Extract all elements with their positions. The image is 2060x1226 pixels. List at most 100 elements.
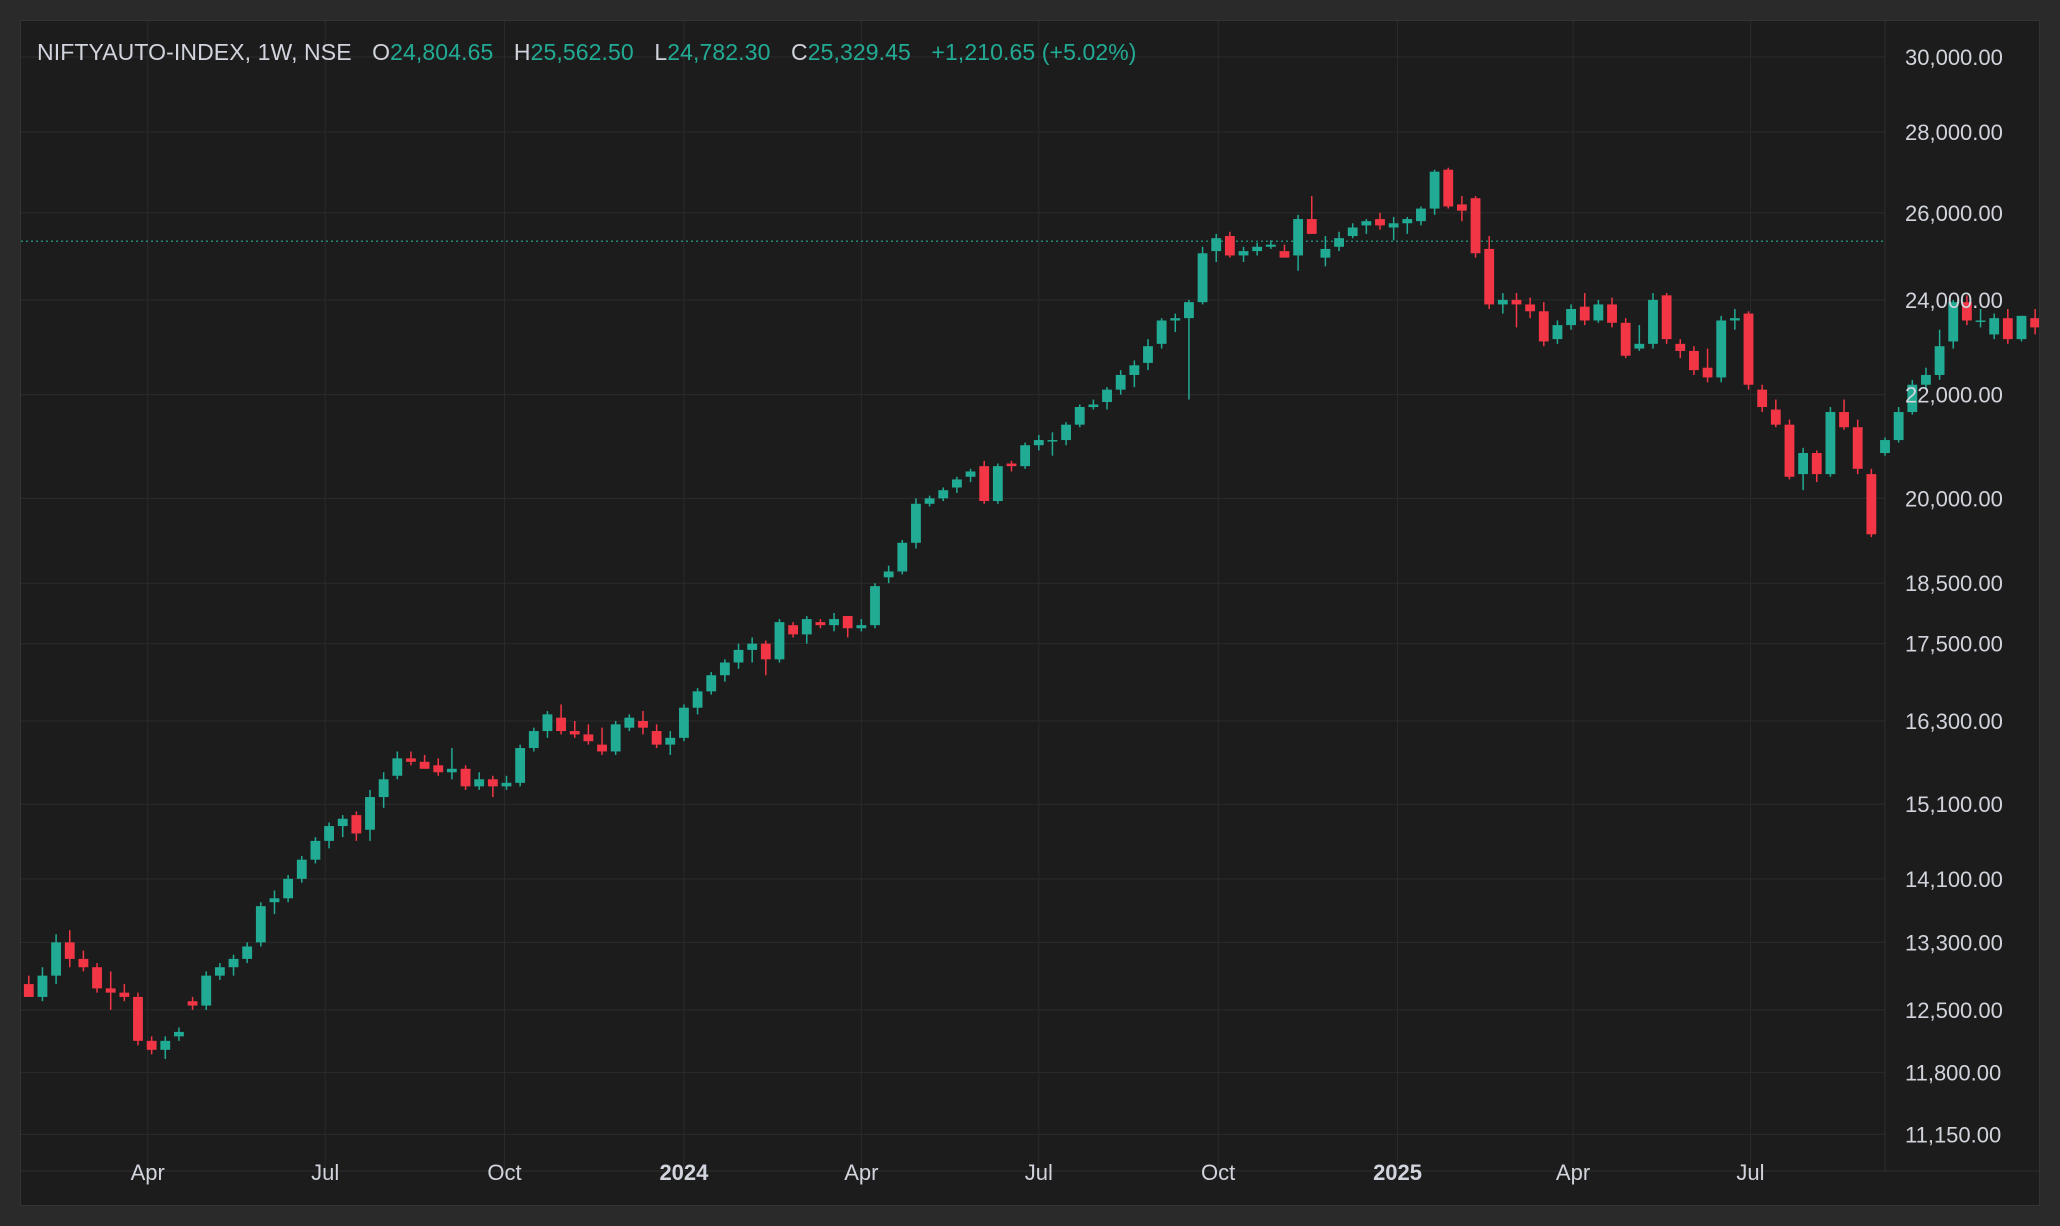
- candle[interactable]: [501, 775, 512, 790]
- candle[interactable]: [269, 890, 280, 915]
- candle[interactable]: [583, 724, 594, 745]
- candle[interactable]: [1047, 432, 1058, 456]
- candle[interactable]: [201, 971, 212, 1010]
- candle[interactable]: [1566, 304, 1576, 330]
- candle[interactable]: [1893, 407, 1904, 443]
- candle[interactable]: [679, 704, 689, 742]
- candle[interactable]: [1320, 236, 1331, 267]
- candle[interactable]: [174, 1027, 184, 1041]
- candle[interactable]: [1074, 404, 1085, 428]
- candle[interactable]: [1921, 367, 1931, 390]
- candle[interactable]: [1961, 295, 1972, 326]
- candle[interactable]: [1061, 422, 1072, 446]
- candle[interactable]: [78, 950, 89, 972]
- candle[interactable]: [1375, 212, 1385, 230]
- candle[interactable]: [1306, 196, 1317, 234]
- candle[interactable]: [760, 640, 771, 676]
- candle[interactable]: [255, 902, 266, 947]
- candle[interactable]: [460, 765, 471, 790]
- candle[interactable]: [324, 822, 334, 849]
- candle[interactable]: [1989, 313, 2000, 340]
- candle[interactable]: [1088, 399, 1099, 410]
- candle[interactable]: [1443, 167, 1454, 209]
- candle[interactable]: [214, 963, 225, 980]
- candle[interactable]: [951, 476, 962, 493]
- candle[interactable]: [1102, 387, 1112, 410]
- candle[interactable]: [1170, 313, 1181, 333]
- candle[interactable]: [242, 942, 253, 964]
- candle[interactable]: [1661, 293, 1672, 344]
- candles[interactable]: [23, 167, 2039, 1059]
- candle[interactable]: [1934, 329, 1945, 380]
- candle[interactable]: [610, 720, 621, 755]
- candle[interactable]: [842, 616, 853, 638]
- candle[interactable]: [829, 613, 839, 632]
- candle[interactable]: [1880, 437, 1890, 456]
- candle[interactable]: [1811, 450, 1822, 483]
- candle[interactable]: [310, 837, 321, 864]
- candle[interactable]: [597, 727, 607, 755]
- candle[interactable]: [706, 672, 717, 695]
- candle[interactable]: [897, 539, 908, 575]
- candle[interactable]: [146, 1036, 157, 1055]
- candle[interactable]: [1129, 360, 1140, 388]
- candle[interactable]: [446, 748, 457, 780]
- candle[interactable]: [665, 731, 676, 755]
- candle[interactable]: [1593, 299, 1604, 323]
- time-axis[interactable]: Apr Jul Oct 2024 Apr Jul Oct 2025 Apr Jul: [131, 1160, 1765, 1185]
- candle[interactable]: [1143, 339, 1153, 371]
- candle[interactable]: [296, 855, 307, 883]
- candle[interactable]: [1388, 216, 1399, 241]
- candle[interactable]: [1825, 407, 1836, 477]
- candlestick-chart[interactable]: 11,150.00 11,800.00 12,500.00 13,300.00 14,1…: [21, 21, 2039, 1205]
- candle[interactable]: [337, 815, 348, 838]
- candle[interactable]: [1675, 339, 1686, 359]
- candle[interactable]: [1757, 384, 1768, 413]
- candle[interactable]: [1798, 447, 1809, 491]
- candle[interactable]: [542, 711, 553, 738]
- candle[interactable]: [1115, 370, 1126, 395]
- candle[interactable]: [1429, 169, 1440, 215]
- candle[interactable]: [515, 744, 526, 787]
- candle[interactable]: [870, 583, 880, 629]
- candle[interactable]: [1743, 311, 1754, 390]
- candle[interactable]: [1006, 460, 1017, 472]
- candle[interactable]: [883, 565, 894, 584]
- candle[interactable]: [283, 874, 294, 903]
- candle[interactable]: [64, 930, 75, 968]
- candle[interactable]: [856, 619, 867, 632]
- candle[interactable]: [774, 619, 785, 663]
- candle[interactable]: [801, 616, 812, 644]
- candle[interactable]: [119, 984, 130, 1002]
- candle[interactable]: [1511, 293, 1522, 328]
- candle[interactable]: [1729, 308, 1740, 330]
- candle[interactable]: [992, 463, 1003, 504]
- price-axis[interactable]: 11,150.00 11,800.00 12,500.00 13,300.00 14,1…: [1905, 45, 2003, 1147]
- candle[interactable]: [1279, 244, 1290, 258]
- candle[interactable]: [1948, 299, 1959, 349]
- candle[interactable]: [1470, 196, 1481, 258]
- candle[interactable]: [187, 996, 198, 1010]
- candle[interactable]: [160, 1036, 171, 1059]
- candle[interactable]: [569, 720, 580, 738]
- candle[interactable]: [692, 688, 703, 715]
- candle[interactable]: [1839, 399, 1849, 430]
- candle[interactable]: [1211, 233, 1222, 262]
- candle[interactable]: [638, 711, 648, 735]
- candle[interactable]: [92, 963, 102, 993]
- candle[interactable]: [1852, 419, 1863, 475]
- candle[interactable]: [1265, 240, 1276, 249]
- candle[interactable]: [228, 954, 239, 976]
- candle[interactable]: [419, 754, 430, 769]
- candle[interactable]: [924, 495, 935, 507]
- candle[interactable]: [2030, 308, 2039, 335]
- candle[interactable]: [788, 622, 799, 638]
- candle[interactable]: [378, 772, 389, 808]
- candle[interactable]: [1334, 231, 1344, 252]
- candle[interactable]: [406, 751, 416, 766]
- candle[interactable]: [747, 637, 758, 663]
- candle[interactable]: [733, 643, 744, 669]
- candle[interactable]: [392, 751, 403, 780]
- candle[interactable]: [2002, 308, 2013, 344]
- candle[interactable]: [351, 811, 362, 841]
